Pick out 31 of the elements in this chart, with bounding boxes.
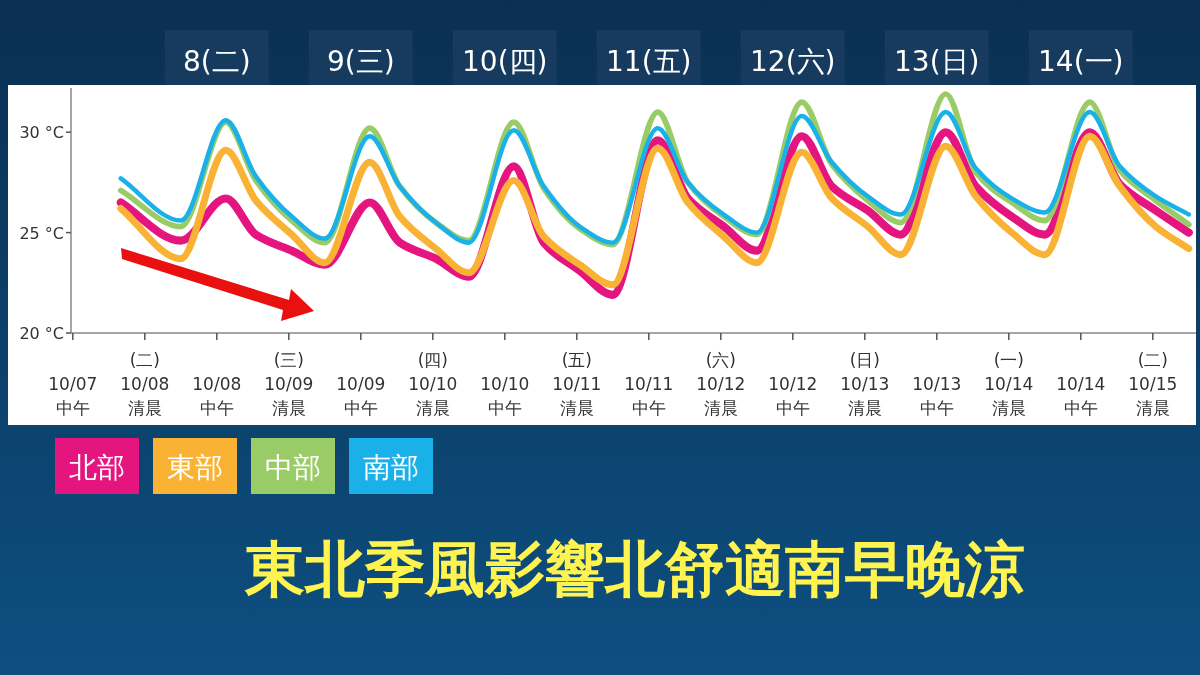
x-tick-label: 10/13 中午 — [912, 374, 962, 418]
text: 13(日) — [894, 45, 980, 78]
text: 14(一) — [1038, 45, 1124, 78]
y-tick-label: 20 °C — [19, 324, 64, 343]
text: 9(三) — [326, 45, 395, 78]
text: 東部 — [167, 451, 223, 484]
x-tick-label: 10/14 中午 — [1056, 374, 1106, 418]
text: 南部 — [363, 451, 419, 484]
text: 北部 — [69, 451, 125, 484]
text: 11(五) — [606, 45, 692, 78]
x-tick-label: 10/11 中午 — [624, 374, 674, 418]
x-tick-label: (日) 10/13 清晨 — [840, 350, 890, 418]
x-tick-label: (一) 10/14 清晨 — [984, 350, 1034, 418]
text: 東北季風影響北舒適南早晚涼 — [244, 534, 1025, 604]
x-tick-label: 10/12 中午 — [768, 374, 818, 418]
x-tick-label: (四) 10/10 清晨 — [408, 350, 458, 418]
x-tick-label: (六) 10/12 清晨 — [696, 350, 746, 418]
x-tick-label: 10/07 中午 — [48, 374, 98, 418]
y-tick-label: 25 °C — [19, 223, 64, 243]
x-tick-label: (五) 10/11 清晨 — [552, 350, 602, 418]
x-tick-label: 10/08 中午 — [192, 374, 242, 418]
y-tick-label: 30 °C — [19, 123, 64, 143]
x-tick-label: (二) 10/08 清晨 — [120, 350, 170, 418]
text: 中部 — [265, 451, 321, 484]
x-tick-label: (三) 10/09 清晨 — [264, 350, 314, 418]
x-tick-label: 10/10 中午 — [480, 374, 530, 418]
text: 8(二) — [182, 45, 251, 78]
x-tick-label: (二) 10/15 清晨 — [1128, 350, 1178, 418]
text: 10(四) — [462, 45, 548, 78]
text: 12(六) — [750, 45, 836, 78]
x-tick-label: 10/09 中午 — [336, 374, 386, 418]
